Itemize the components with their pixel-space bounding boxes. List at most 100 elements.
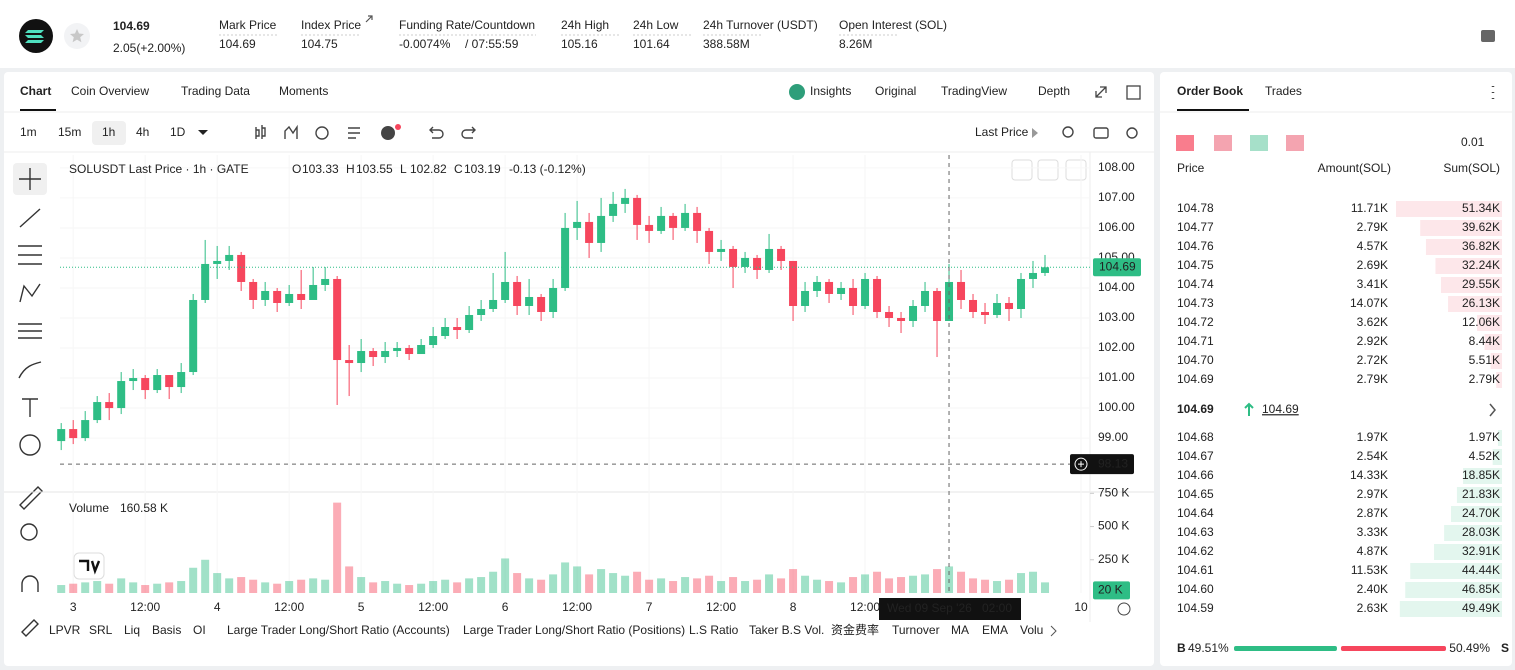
indicator-icon[interactable] [284,124,298,139]
chart-btn[interactable] [1011,159,1033,181]
indicator[interactable]: L.S Ratio [689,623,739,637]
dropdown-caret[interactable] [198,130,208,135]
view-tab[interactable]: Original [875,84,916,98]
view-tab[interactable]: TradingView [941,84,1007,98]
template-icon[interactable] [348,127,360,139]
tab[interactable]: Trading Data [181,84,250,98]
indicator[interactable]: SRL [89,623,113,637]
indicator[interactable]: Volu [1020,623,1043,637]
candle-body [309,284,318,300]
tab[interactable]: Moments [279,84,328,98]
emoji-tool[interactable] [19,434,41,456]
volume-bar [1005,579,1014,593]
interval[interactable]: 4h [136,125,149,139]
depth-bar [1463,468,1502,484]
volume-bar [417,583,426,593]
view-tab[interactable]: Depth [1038,84,1070,98]
interval[interactable]: 1h [102,125,115,139]
tab[interactable]: Chart [20,84,51,98]
candle-body [537,296,546,312]
indicator[interactable]: OI [193,623,206,637]
book-amount: 3.41K [1357,277,1388,291]
indicator[interactable]: 资金费率 [831,622,879,637]
chevron[interactable] [1489,403,1496,417]
brush-tool[interactable] [18,361,42,379]
text-tool[interactable] [22,398,38,417]
window-icon[interactable] [1126,85,1141,100]
zoom-tool[interactable] [20,523,38,541]
book-tab[interactable]: Order Book [1177,84,1243,98]
chart-btn[interactable] [1037,159,1059,181]
indicator[interactable]: Large Trader Long/Short Ratio (Accounts) [227,623,450,637]
line-tool[interactable] [19,208,41,228]
candle-type-icon[interactable] [255,125,266,139]
candle-body [297,293,306,300]
book-amount: 2.79K [1357,372,1388,386]
redo-icon[interactable] [461,126,476,139]
indicator[interactable]: Large Trader Long/Short Ratio (Positions… [463,623,685,637]
x-tick-label: 12:00 [418,600,448,614]
depth-bar [1435,258,1502,274]
volume-tick-label: 750 K [1098,486,1129,500]
book-sum: 8.44K [1469,334,1500,348]
book-amount: 3.62K [1357,315,1388,329]
reset-btn[interactable] [1117,602,1131,616]
indicator[interactable]: Liq [124,623,140,637]
volume-bar [225,578,234,593]
book-amount: 2.54K [1357,449,1388,463]
alert-icon[interactable] [381,126,395,140]
chart-title: SOLUSDT Last Price · 1h · GATE [69,162,249,176]
candle-body [489,299,498,309]
interval[interactable]: 1m [20,125,37,139]
book-price: 104.70 [1177,353,1214,367]
expand-icon[interactable] [1095,86,1107,98]
ai-icon[interactable] [789,84,805,100]
crosshair-add[interactable] [1074,457,1088,471]
book-view-icon[interactable] [1214,135,1232,151]
indicator[interactable]: EMA [982,623,1008,637]
book-amount: 11.71K [1351,201,1388,215]
book-view-icon[interactable] [1176,135,1194,151]
settings-icon[interactable] [1481,30,1495,42]
fib-tool[interactable] [18,323,42,339]
y-tick-label: 101.00 [1098,370,1135,384]
pattern-tool[interactable] [19,283,41,303]
indicator[interactable]: Taker B.S Vol. [749,623,824,637]
channel-tool[interactable] [18,245,42,265]
indicator[interactable]: MA [951,623,969,637]
book-tab[interactable]: Trades [1265,84,1302,98]
depth-bar [1456,487,1502,503]
interval[interactable]: 1D [170,125,186,139]
measure-tool[interactable] [19,486,43,510]
undo-icon[interactable] [429,126,444,139]
last-price-tag [1093,258,1141,277]
book-view-icon[interactable] [1286,135,1304,151]
book-price: 104.77 [1177,220,1214,234]
crosshair-tool[interactable] [19,168,41,190]
tab[interactable]: Coin Overview [71,84,149,98]
price-type[interactable]: Last Price [975,125,1029,139]
col-header: Amount(SOL) [1318,161,1391,175]
volume-bar [969,578,978,593]
volume-bar [357,577,366,593]
chart-btn[interactable] [1065,159,1087,181]
view-tab[interactable]: Insights [810,84,851,98]
settings-icon[interactable] [1126,127,1138,139]
buy-key: B [1177,641,1186,655]
pencil-tool[interactable] [21,619,39,637]
volume-bar [321,579,330,593]
book-sum: 28.03K [1462,525,1500,539]
magnet-tool[interactable] [21,575,39,592]
precision[interactable]: 0.01 [1461,135,1485,149]
volume-bar [369,582,378,593]
camera-icon[interactable] [1093,127,1109,139]
interval[interactable]: 15m [58,125,81,139]
book-view-icon[interactable] [1250,135,1268,151]
indicator[interactable]: Turnover [892,623,940,637]
indicator[interactable]: LPVR [49,623,81,637]
search-icon[interactable] [1062,126,1074,138]
indicator-scroll[interactable] [1050,625,1057,637]
indicator[interactable]: Basis [152,623,181,637]
replay-icon[interactable] [315,126,329,140]
